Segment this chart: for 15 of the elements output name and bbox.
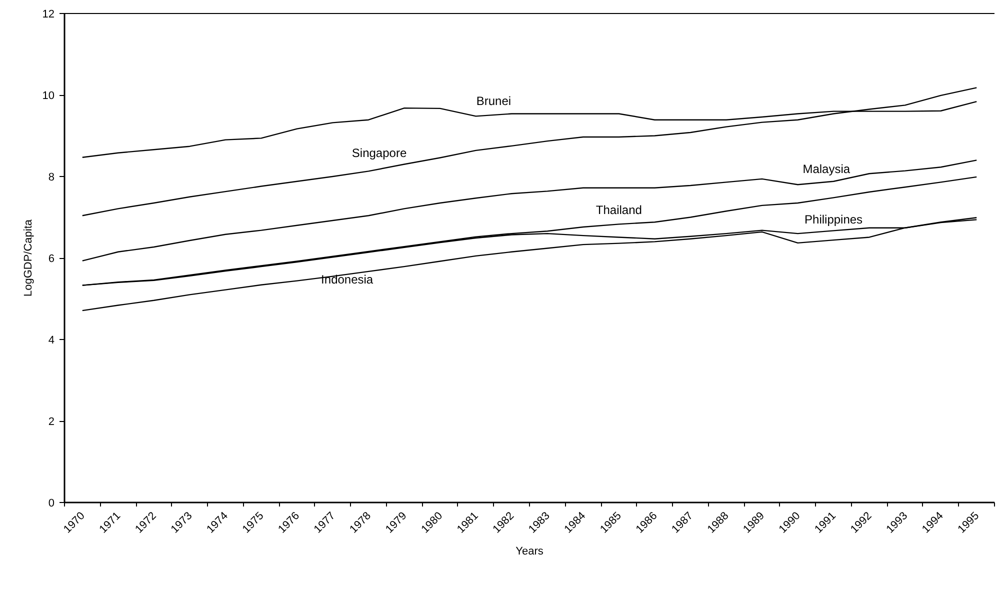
series-label: Singapore: [352, 146, 407, 160]
series-label: Malaysia: [802, 162, 850, 176]
y-tick-label: 10: [42, 90, 55, 102]
y-tick-label: 4: [48, 334, 55, 346]
y-axis-title: LogGDP/Capita: [22, 218, 34, 297]
y-tick-label: 6: [48, 253, 55, 265]
y-tick-label: 0: [48, 498, 55, 510]
series-label: Brunei: [476, 94, 512, 108]
y-tick-label: 12: [42, 8, 55, 20]
y-tick-label: 2: [48, 416, 55, 428]
series-label: Philippines: [804, 212, 863, 227]
x-axis-title: Years: [516, 545, 544, 558]
y-tick-label: 8: [48, 172, 55, 184]
series-label: Indonesia: [321, 272, 374, 286]
series-label: Thailand: [596, 203, 642, 218]
